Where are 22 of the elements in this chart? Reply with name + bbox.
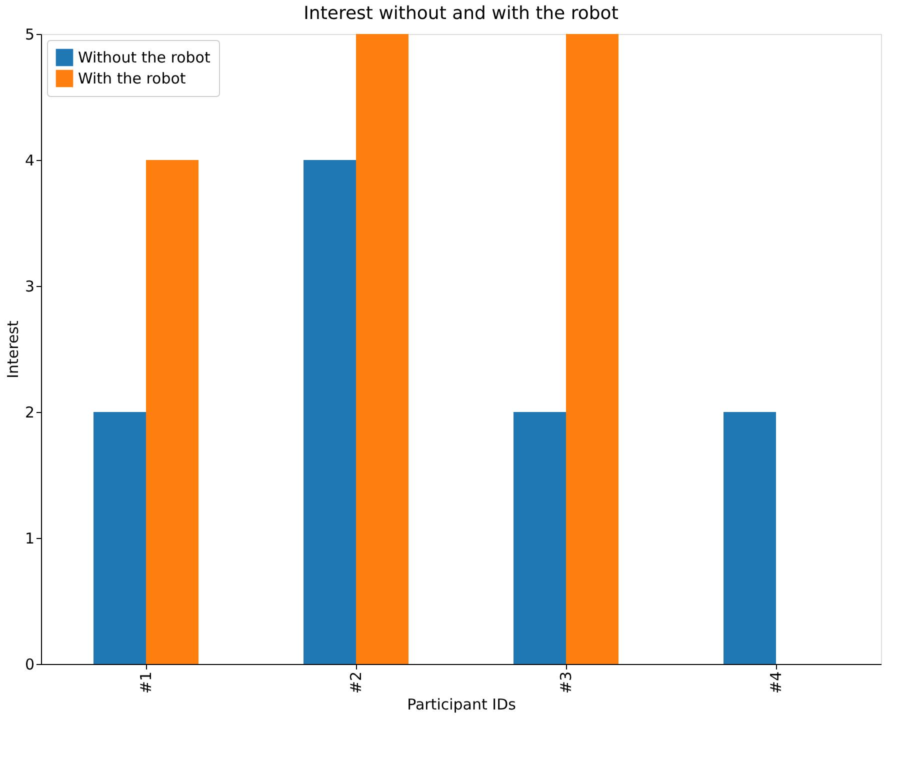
y-tick-label: 2 — [24, 404, 34, 422]
x-axis-title: Participant IDs — [407, 696, 516, 714]
bar — [304, 160, 356, 664]
bar — [724, 412, 776, 664]
y-tick-label: 4 — [24, 152, 34, 170]
x-tick-label: #1 — [137, 672, 155, 694]
legend-label: With the robot — [78, 70, 186, 88]
y-tick-label: 1 — [24, 530, 34, 548]
legend-label: Without the robot — [78, 48, 210, 66]
x-tick-label: #2 — [347, 672, 365, 694]
bar — [94, 412, 146, 664]
y-tick-label: 5 — [24, 26, 34, 44]
y-tick-label: 3 — [24, 278, 34, 296]
bar — [514, 412, 566, 664]
bar — [566, 34, 618, 664]
x-tick-label: #3 — [557, 672, 575, 694]
x-tick-label: #4 — [767, 672, 785, 694]
bar — [146, 160, 198, 664]
y-axis-title: Interest — [4, 320, 22, 378]
bar — [356, 34, 408, 664]
chart-title: Interest without and with the robot — [304, 3, 618, 24]
y-tick-label: 0 — [24, 656, 34, 674]
